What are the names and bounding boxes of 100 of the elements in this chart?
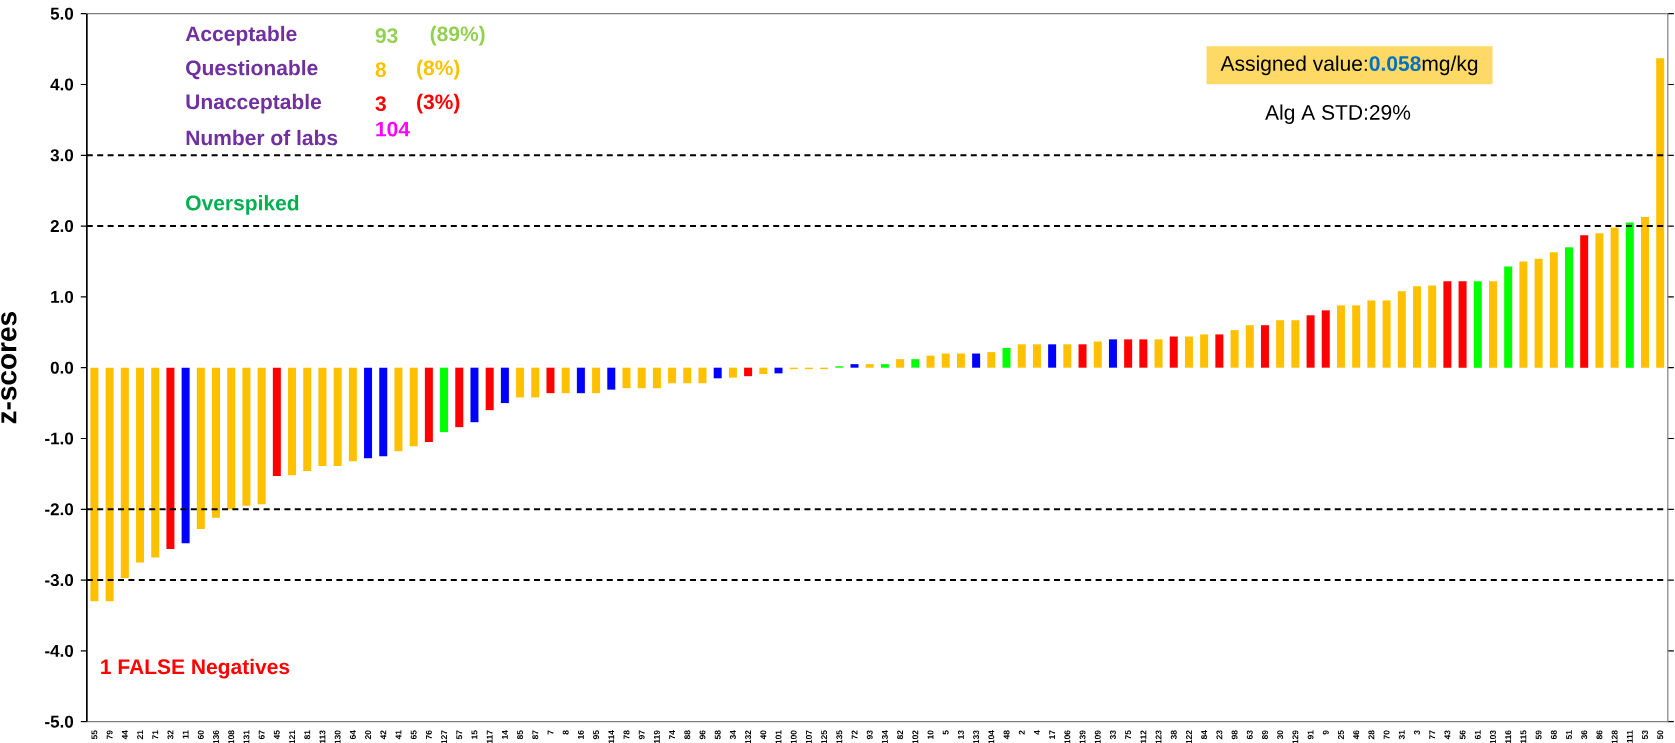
bar	[592, 367, 601, 394]
x-tick-label: 28	[1368, 730, 1375, 740]
x-tick-label: 56	[1459, 730, 1466, 740]
bar	[1458, 281, 1467, 368]
x-tick-label: 68	[1550, 730, 1557, 740]
x-tick-label: 57	[456, 730, 463, 740]
bar	[272, 367, 281, 477]
bar	[865, 364, 874, 368]
annotation: mg/kg	[1422, 55, 1478, 76]
bar	[728, 367, 737, 378]
annotation: 93	[375, 28, 398, 44]
x-tick-label: 30	[1277, 730, 1284, 740]
x-tick-label: 21	[137, 730, 143, 740]
bar	[379, 367, 388, 457]
x-tick-label: 63	[1246, 730, 1253, 740]
x-tick-label: 117	[486, 730, 493, 743]
x-tick-label: 8	[562, 730, 569, 735]
y-tick-label: 1.0	[51, 290, 74, 303]
x-tick-label: 51	[1566, 730, 1572, 740]
annotation: Questionable	[186, 59, 318, 80]
bar	[987, 352, 996, 368]
bar	[242, 367, 251, 506]
bar	[1473, 281, 1482, 368]
bar	[1093, 341, 1102, 368]
bar	[1625, 222, 1634, 368]
x-tick-label: 40	[760, 730, 767, 740]
annotation: Number of labs	[186, 129, 338, 146]
bar	[166, 367, 175, 549]
x-tick-label: 59	[1535, 730, 1542, 740]
bar	[622, 367, 631, 389]
x-tick-label: 95	[593, 730, 600, 740]
bar	[1276, 320, 1285, 368]
bar	[440, 367, 449, 433]
y-axis-title: z-scores	[1, 312, 17, 424]
bar	[1078, 344, 1087, 368]
bar	[516, 367, 525, 398]
bar	[318, 367, 327, 467]
bar	[744, 367, 753, 377]
annotation: 0.058	[1369, 56, 1421, 72]
bar	[1519, 261, 1528, 368]
y-tick-label: -3.0	[45, 574, 74, 587]
x-tick-label: 101	[775, 730, 782, 743]
bar	[1291, 320, 1300, 368]
bar	[896, 359, 905, 368]
x-tick-label: 60	[197, 730, 204, 740]
annotation: Overspiked	[186, 195, 299, 215]
bar	[531, 367, 540, 398]
bar	[698, 367, 707, 384]
annotation: Acceptable	[185, 25, 297, 46]
bar	[348, 367, 357, 462]
x-tick-label: 122	[1186, 730, 1192, 743]
x-tick-label: 109	[1094, 730, 1101, 743]
x-tick-label: 123	[1155, 730, 1162, 743]
bar	[424, 367, 433, 443]
bar	[1260, 325, 1269, 368]
bar	[257, 367, 266, 505]
x-tick-label: 72	[851, 730, 858, 740]
x-tick-label: 53	[1642, 730, 1648, 740]
x-tick-label: 97	[638, 730, 645, 740]
bar	[1352, 305, 1361, 368]
x-tick-label: 115	[1520, 730, 1527, 743]
bar	[181, 367, 190, 544]
x-tick-label: 70	[1383, 730, 1390, 740]
bar	[394, 367, 403, 452]
x-tick-label: 16	[577, 730, 584, 739]
x-tick-label: 133	[973, 730, 980, 743]
x-tick-label: 107	[805, 730, 812, 743]
y-tick-label: 4.0	[50, 78, 74, 91]
bar	[1154, 339, 1163, 368]
bar	[1565, 247, 1573, 368]
bar	[196, 367, 205, 530]
bar	[212, 367, 221, 518]
x-tick-label: 135	[836, 730, 843, 743]
bar	[1336, 305, 1345, 368]
bar	[288, 367, 297, 476]
x-tick-label: 65	[410, 730, 417, 740]
x-tick-label: 32	[167, 730, 174, 740]
x-tick-label: 50	[1657, 730, 1664, 740]
annotation: 1 FALSE Negatives	[101, 658, 290, 679]
x-tick-label: 136	[213, 730, 220, 743]
x-tick-label: 42	[380, 730, 387, 740]
x-tick-label: 23	[1216, 730, 1223, 740]
bar	[1504, 266, 1513, 368]
y-tick-label: 3.0	[50, 149, 74, 162]
x-tick-label: 93	[866, 730, 873, 740]
x-tick-label: 129	[1292, 730, 1299, 743]
y-tick-label: -4.0	[45, 644, 74, 657]
annotation: 3	[375, 96, 386, 112]
bar	[637, 367, 646, 389]
bar	[333, 367, 342, 467]
y-tick-label: -1.0	[45, 432, 74, 445]
x-tick-label: 48	[1003, 730, 1010, 740]
annotation: Unacceptable	[186, 93, 322, 114]
x-tick-label: 91	[1307, 730, 1314, 740]
x-tick-label: 75	[1125, 730, 1132, 740]
x-tick-label: 41	[395, 730, 402, 740]
x-tick-label: 2	[1018, 730, 1025, 735]
x-tick-label: 121	[289, 730, 295, 743]
bar	[668, 367, 677, 384]
x-tick-label: 25	[1337, 730, 1344, 740]
